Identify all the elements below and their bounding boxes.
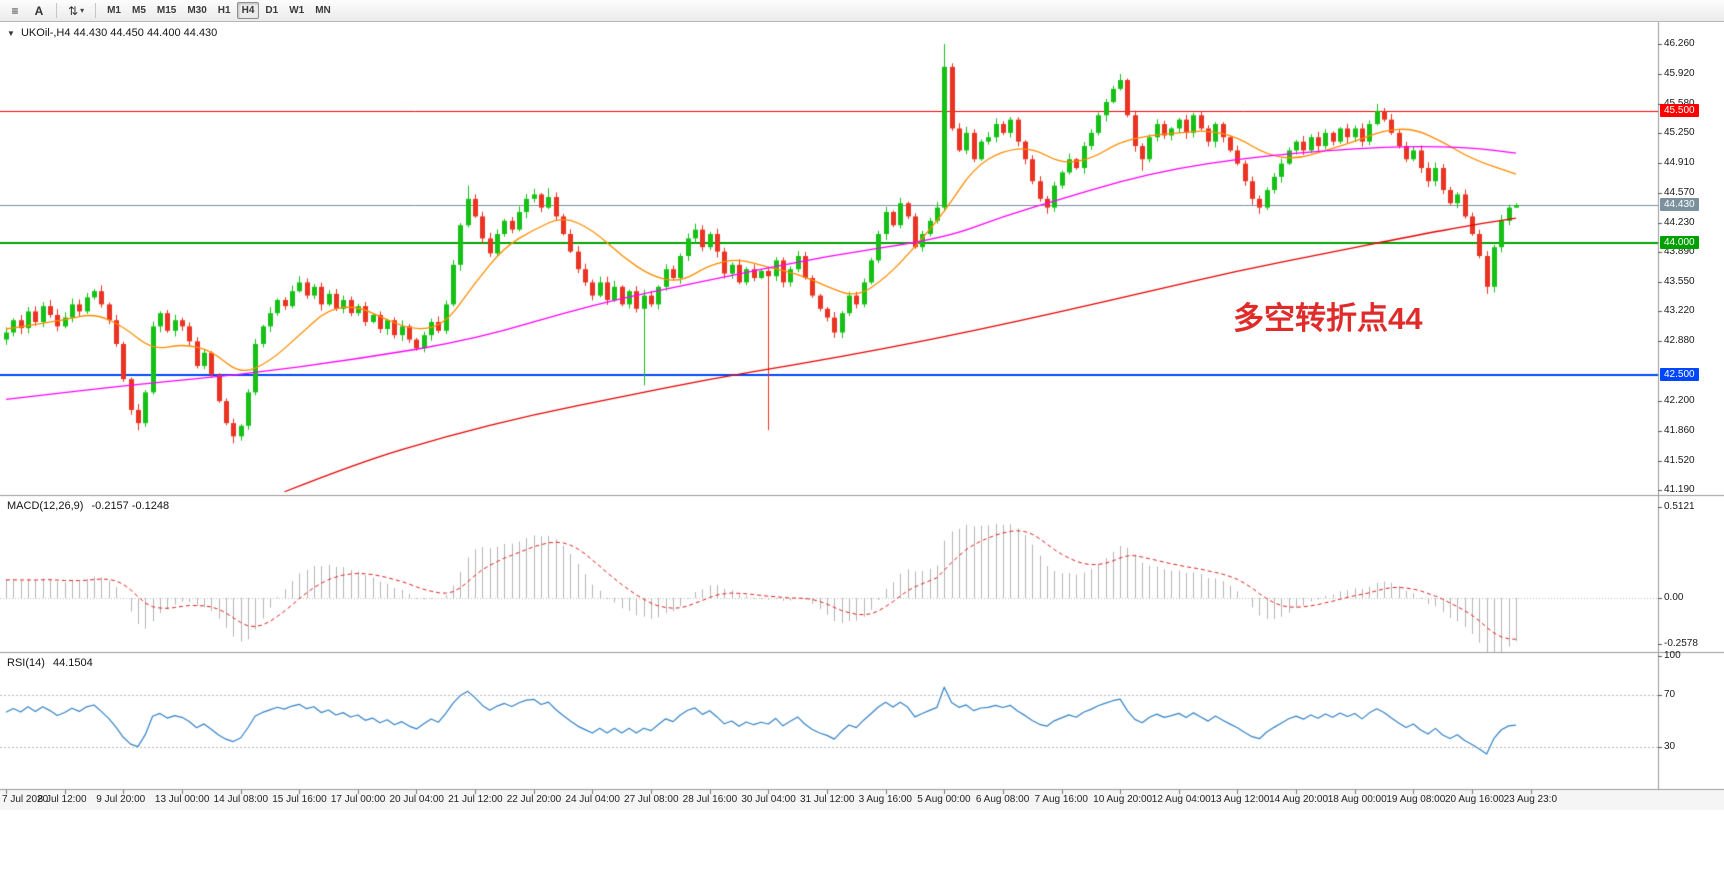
toolbar-separator xyxy=(95,3,97,18)
rsi-value: 44.1504 xyxy=(52,657,93,669)
timeframe-mn-button[interactable]: MN xyxy=(315,5,331,16)
symbol-dropdown-icon[interactable]: ▼ xyxy=(7,29,15,38)
timeframe-d1-button[interactable]: D1 xyxy=(265,5,279,16)
macd-values: -0.2157 -0.1248 xyxy=(91,500,170,512)
time-axis-label: 15 Jul 16:00 xyxy=(272,794,327,805)
price-tick-label: 42.200 xyxy=(1664,395,1695,407)
price-tick-label: 45.920 xyxy=(1664,67,1695,79)
macd-label: MACD(12,26,9) -0.2157 -0.1248 xyxy=(7,500,169,512)
toolbar: ≡ A ⇅ ▾ M1 M5 M15 M30 H1 H4 D1 W1 MN xyxy=(0,0,1724,22)
time-axis-label: 12 Aug 04:00 xyxy=(1151,794,1211,805)
timeframe-h4-button[interactable]: H4 xyxy=(236,2,260,19)
macd-name: MACD(12,26,9) xyxy=(7,500,84,512)
timeframe-w1-button[interactable]: W1 xyxy=(289,5,305,16)
time-axis-label: 14 Aug 20:00 xyxy=(1269,794,1329,805)
time-axis-label: 3 Aug 16:00 xyxy=(858,794,912,805)
hline-price-tag: 42.500 xyxy=(1660,367,1699,381)
chart-objects-icon: ≡ xyxy=(11,3,19,18)
annotation-text: 多空转折点44 xyxy=(1233,301,1423,336)
indicators-icon: ⇅ xyxy=(68,3,79,18)
rsi-axis-label: 100 xyxy=(1664,650,1681,661)
timeframe-h1-button[interactable]: H1 xyxy=(217,5,231,16)
timeframe-m30-button[interactable]: M30 xyxy=(187,5,207,16)
rsi-axis-label: 70 xyxy=(1664,689,1676,700)
macd-axis-label: -0.2578 xyxy=(1664,637,1698,649)
timeframe-m5-button[interactable]: M5 xyxy=(131,5,146,16)
price-tick-label: 43.550 xyxy=(1664,276,1695,288)
time-axis-label: 20 Jul 04:00 xyxy=(389,794,444,805)
time-axis-label: 5 Aug 00:00 xyxy=(917,794,971,805)
time-axis-label: 30 Jul 04:00 xyxy=(741,794,796,805)
time-axis-label: 7 Jul 2020 xyxy=(2,794,49,805)
time-axis-label: 6 Aug 08:00 xyxy=(975,794,1030,805)
price-tick-label: 45.250 xyxy=(1664,126,1695,138)
time-axis-label: 20 Aug 16:00 xyxy=(1445,794,1504,805)
time-axis-label: 27 Jul 08:00 xyxy=(624,794,679,805)
price-tick-label: 44.910 xyxy=(1664,156,1695,168)
price-tick-label: 43.890 xyxy=(1664,246,1695,258)
hline-price-tag: 44.000 xyxy=(1660,235,1699,249)
rsi-label: RSI(14) 44.1504 xyxy=(7,657,93,669)
toolbar-separator xyxy=(56,3,57,18)
macd-axis-label: 0.5121 xyxy=(1664,500,1695,512)
time-axis-label: 9 Jul 20:00 xyxy=(96,794,146,805)
price-tick-label: 44.570 xyxy=(1664,186,1695,198)
time-axis-label: 21 Jul 12:00 xyxy=(448,794,503,805)
time-axis-label: 17 Jul 00:00 xyxy=(330,794,386,805)
chart-objects-button[interactable]: ≡ xyxy=(4,2,26,19)
indicators-button[interactable]: ⇅ ▾ xyxy=(63,2,89,19)
price-tick-label: 41.860 xyxy=(1664,425,1695,437)
price-tick-label: 46.260 xyxy=(1664,38,1695,49)
time-axis-label: 13 Jul 00:00 xyxy=(154,794,210,805)
text-tool-icon: A xyxy=(34,3,44,18)
time-axis-label: 13 Aug 12:00 xyxy=(1210,794,1270,805)
time-axis-label: 24 Jul 04:00 xyxy=(565,794,620,805)
chart-title-text: UKOil-,H4 44.430 44.450 44.400 44.430 xyxy=(20,27,218,39)
time-axis-label: 18 Aug 00:00 xyxy=(1327,794,1387,805)
timeframe-m15-button[interactable]: M15 xyxy=(156,5,177,16)
rsi-axis-label: 30 xyxy=(1664,741,1676,752)
time-axis-label: 22 Jul 20:00 xyxy=(506,794,562,805)
current-price-tag: 44.430 xyxy=(1660,197,1699,211)
price-tick-label: 44.230 xyxy=(1664,216,1695,228)
price-tick-label: 43.220 xyxy=(1664,305,1695,317)
chevron-down-icon: ▾ xyxy=(80,6,85,15)
time-axis-label: 7 Aug 16:00 xyxy=(1034,794,1088,805)
price-tick-label: 41.520 xyxy=(1664,454,1695,466)
price-tick-label: 42.880 xyxy=(1664,335,1695,347)
price-tick-label: 41.190 xyxy=(1664,484,1695,495)
time-axis-label: 23 Aug 23:0 xyxy=(1503,794,1558,805)
time-axis-label: 31 Jul 12:00 xyxy=(799,794,855,805)
time-axis-label: 10 Aug 20:00 xyxy=(1093,794,1153,805)
chart-title: ▼ UKOil-,H4 44.430 44.450 44.400 44.430 xyxy=(7,27,217,39)
timeframe-m1-button[interactable]: M1 xyxy=(107,5,121,16)
macd-axis-label: 0.00 xyxy=(1664,592,1684,603)
time-axis-label: 28 Jul 16:00 xyxy=(682,794,738,805)
time-axis-label: 14 Jul 08:00 xyxy=(213,794,269,805)
timeframe-group: M1 M5 M15 M30 H1 H4 D1 W1 MN xyxy=(102,2,336,19)
text-tool-button[interactable]: A xyxy=(28,2,50,19)
time-axis-label: 19 Aug 08:00 xyxy=(1386,794,1446,805)
price-tick-label: 45.580 xyxy=(1664,98,1695,109)
rsi-name: RSI(14) xyxy=(7,657,45,669)
time-axis-label: 8 Jul 12:00 xyxy=(37,794,87,805)
hline-price-tag: 45.500 xyxy=(1660,103,1699,117)
